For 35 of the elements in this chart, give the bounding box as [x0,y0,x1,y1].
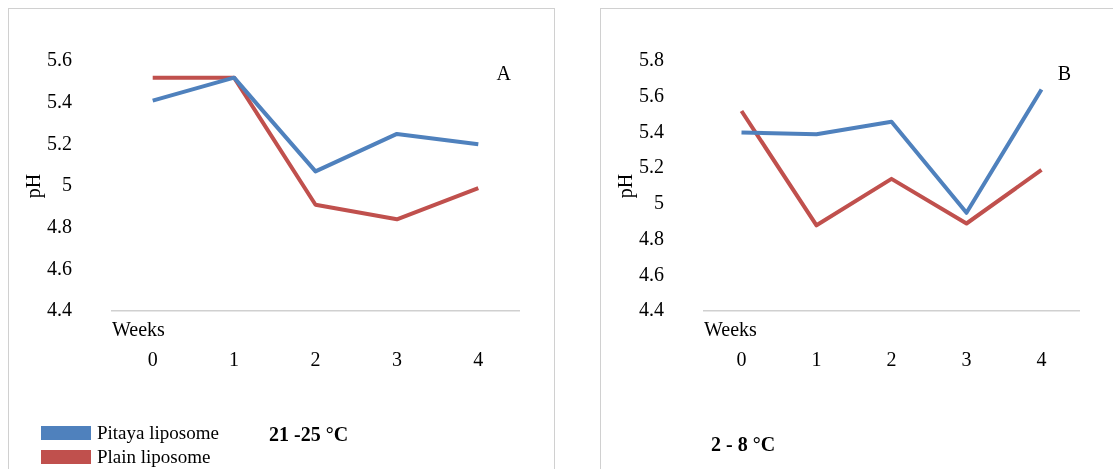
y-tick-label: 4.8 [639,226,664,249]
text: 21 -25 °C [269,423,349,446]
x-axis-title: Weeks [704,318,758,341]
x-tick-label: 4 [473,348,484,371]
chart-title: A [496,62,512,85]
y-tick-label: 5 [654,191,664,214]
y-axis-title: pH [614,173,638,199]
y-tick-label: 5.6 [47,48,72,71]
x-tick-label: 0 [736,348,747,371]
y-tick-label: 5.4 [47,89,72,112]
x-tick-label: 2 [310,348,321,371]
y-tick-label: 5 [62,173,72,196]
y-tick-label: 5.4 [639,119,664,142]
x-tick-label: 4 [1036,348,1047,371]
x-tick-label: 3 [961,348,972,371]
y-tick-label: 5.8 [639,48,664,71]
x-axis-title: Weeks [112,318,166,341]
text: 2 - 8 °C [711,433,776,456]
y-tick-label: 4.4 [639,298,664,321]
x-tick-label: 1 [229,348,240,371]
y-tick-label: 5.2 [639,155,664,178]
x-tick-label: 0 [147,348,158,371]
x-tick-label: 3 [391,348,402,371]
legend-label: Pitaya liposome [97,422,219,444]
y-tick-label: 4.8 [47,214,72,237]
y-tick-label: 5.6 [639,83,664,106]
y-tick-label: 5.2 [47,131,72,154]
y-tick-label: 4.6 [639,262,664,285]
legend-label: Plain liposome [97,446,211,468]
y-tick-label: 4.6 [47,256,72,279]
y-tick-label: 4.4 [47,298,72,321]
chart-title: B [1057,62,1071,85]
x-tick-label: 2 [886,348,897,371]
y-axis-title: pH [22,173,46,199]
x-tick-label: 1 [811,348,822,371]
